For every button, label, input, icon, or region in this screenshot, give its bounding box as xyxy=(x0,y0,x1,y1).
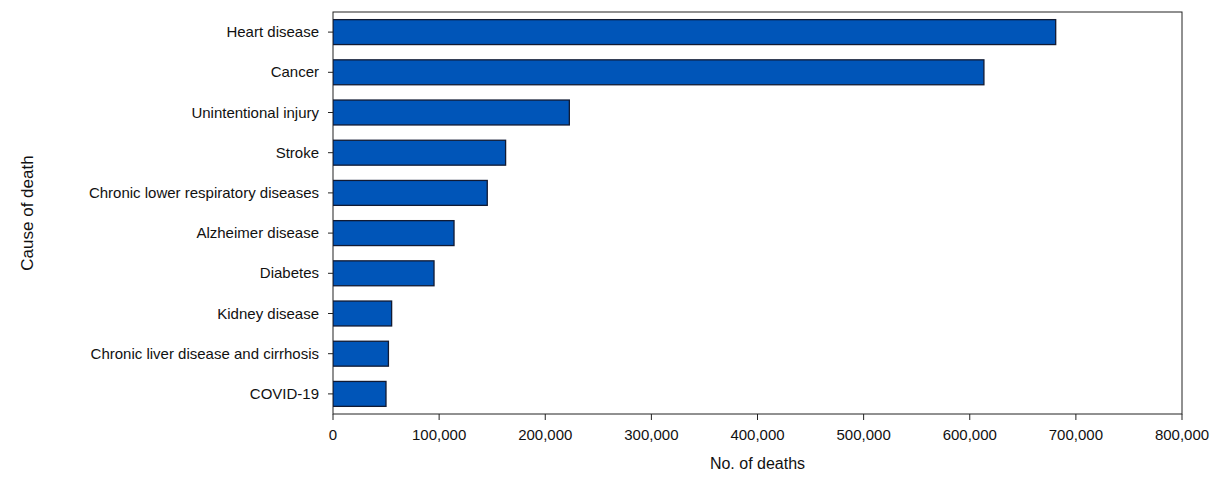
x-tick xyxy=(439,414,440,420)
category-label: Chronic liver disease and cirrhosis xyxy=(91,345,319,362)
x-tick xyxy=(969,414,970,420)
x-tick-label: 300,000 xyxy=(624,426,678,443)
y-tick xyxy=(328,353,333,354)
bar xyxy=(333,341,388,366)
category-label: Chronic lower respiratory diseases xyxy=(89,184,319,201)
plot-frame xyxy=(333,12,1182,414)
y-tick xyxy=(328,192,333,193)
bar xyxy=(333,60,984,85)
y-tick xyxy=(328,152,333,153)
x-tick xyxy=(545,414,546,420)
x-tick-label: 600,000 xyxy=(943,426,997,443)
chart-svg: Heart disease Cancer Unintentional injury S… xyxy=(0,0,1225,481)
category-label: Stroke xyxy=(276,144,319,161)
category-label: Diabetes xyxy=(260,264,319,281)
bar xyxy=(333,100,569,125)
category-label: Unintentional injury xyxy=(191,104,319,121)
bar xyxy=(333,221,454,246)
y-tick xyxy=(328,112,333,113)
x-tick-label: 700,000 xyxy=(1049,426,1103,443)
category-label: Kidney disease xyxy=(217,305,319,322)
category-label: Cancer xyxy=(271,63,319,80)
y-axis-title: Cause of death xyxy=(18,155,37,270)
category-label: Heart disease xyxy=(226,23,319,40)
x-tick-label: 0 xyxy=(329,426,337,443)
chart-container: Heart disease Cancer Unintentional injury S… xyxy=(0,0,1225,481)
bar xyxy=(333,301,392,326)
x-tick-label: 200,000 xyxy=(518,426,572,443)
x-tick xyxy=(1182,414,1183,420)
x-tick-label: 500,000 xyxy=(837,426,891,443)
y-tick xyxy=(328,233,333,234)
x-axis-title: No. of deaths xyxy=(710,455,805,472)
bar xyxy=(333,261,434,286)
x-tick xyxy=(333,414,334,420)
category-label: Alzheimer disease xyxy=(196,224,319,241)
x-tick xyxy=(651,414,652,420)
bars xyxy=(333,20,1056,407)
category-label: COVID-19 xyxy=(250,385,319,402)
y-tick xyxy=(328,313,333,314)
bar xyxy=(333,180,487,205)
x-tick xyxy=(1075,414,1076,420)
x-tick-label: 800,000 xyxy=(1155,426,1209,443)
y-tick xyxy=(328,32,333,33)
bar xyxy=(333,381,386,406)
x-tick-label: 400,000 xyxy=(730,426,784,443)
bar xyxy=(333,140,506,165)
y-tick xyxy=(328,72,333,73)
x-tick xyxy=(757,414,758,420)
y-tick xyxy=(328,273,333,274)
y-tick xyxy=(328,393,333,394)
x-tick-label: 100,000 xyxy=(412,426,466,443)
bar xyxy=(333,20,1056,45)
x-tick xyxy=(863,414,864,420)
